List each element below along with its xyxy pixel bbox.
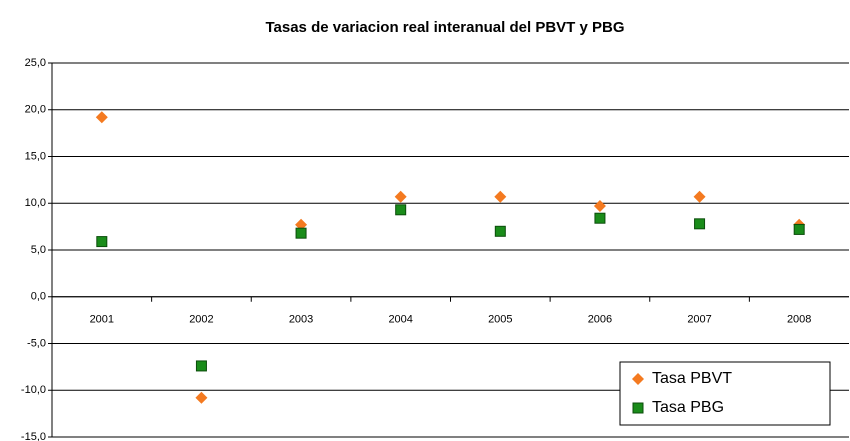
point <box>494 225 506 237</box>
point <box>594 212 606 224</box>
point <box>195 360 207 372</box>
point <box>693 190 706 203</box>
x-tick-label: 2007 <box>687 314 711 326</box>
y-tick-label: -5,0 <box>27 337 46 349</box>
x-tick-label: 2004 <box>388 314 412 326</box>
point <box>593 200 606 213</box>
point <box>694 218 706 230</box>
legend-box <box>619 361 831 426</box>
chart-title: Tasas de variacion real interanual del P… <box>265 19 624 36</box>
point <box>394 190 407 203</box>
legend-marker <box>632 402 644 414</box>
y-tick-label: 0,0 <box>31 291 46 303</box>
point <box>395 204 407 216</box>
point <box>494 190 507 203</box>
y-tick-label: 10,0 <box>25 197 46 209</box>
y-tick-label: 15,0 <box>25 150 46 162</box>
x-tick-label: 2003 <box>289 314 313 326</box>
y-tick-label: -15,0 <box>21 431 46 441</box>
y-tick-label: 5,0 <box>31 244 46 256</box>
y-tick-label: 20,0 <box>25 104 46 116</box>
legend-marker <box>632 373 644 385</box>
legend-label: Tasa PBVT <box>652 370 732 387</box>
point <box>295 227 307 239</box>
y-tick-label: 25,0 <box>25 57 46 69</box>
point <box>95 111 108 124</box>
point <box>195 391 208 404</box>
point <box>793 223 805 235</box>
x-tick-label: 2006 <box>588 314 612 326</box>
point <box>96 236 108 248</box>
legend-label: Tasa PBG <box>652 399 724 416</box>
x-tick-label: 2001 <box>90 314 114 326</box>
y-tick-label: -10,0 <box>21 384 46 396</box>
x-tick-label: 2008 <box>787 314 811 326</box>
x-tick-label: 2005 <box>488 314 512 326</box>
x-tick-label: 2002 <box>189 314 213 326</box>
